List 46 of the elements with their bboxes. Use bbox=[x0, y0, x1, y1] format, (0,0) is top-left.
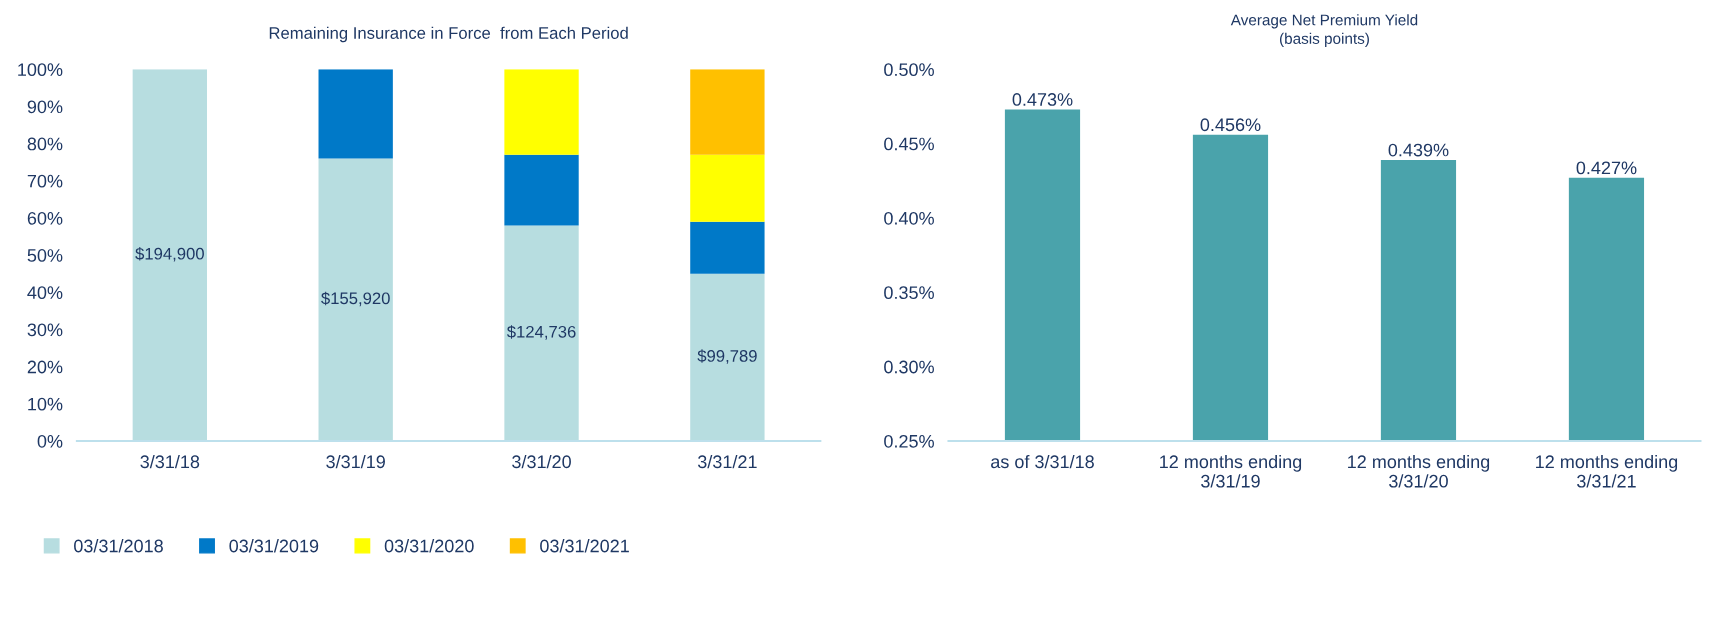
x-tick-label: 3/31/20 bbox=[512, 454, 571, 469]
data-label: 0.473% bbox=[1012, 93, 1073, 106]
y-tick-label: 10% bbox=[28, 397, 63, 411]
bar bbox=[690, 69, 765, 155]
y-tick-label: 30% bbox=[27, 323, 63, 337]
legend-label: 03/31/2020 bbox=[384, 539, 474, 553]
y-tick-label: 0% bbox=[37, 434, 63, 448]
y-tick-label: 0.25% bbox=[884, 434, 934, 448]
y-tick-label: 0.35% bbox=[884, 286, 934, 300]
bar bbox=[504, 69, 579, 155]
x-tick-label: 3/31/18 bbox=[140, 454, 200, 469]
y-tick-label: 0.30% bbox=[884, 360, 934, 374]
bar bbox=[690, 221, 765, 274]
x-tick-label: 3/31/19 bbox=[326, 454, 385, 469]
annotation: $99,789 bbox=[697, 349, 757, 364]
annotation: $194,900 bbox=[135, 247, 204, 262]
chart-title: Average Net Premium Yield bbox=[1230, 14, 1418, 29]
chart-subtitle: (basis points) bbox=[1280, 32, 1369, 47]
legend-label: 03/31/2018 bbox=[74, 539, 163, 553]
x-tick-label: 12 months ending 3/31/20 bbox=[1348, 454, 1490, 488]
annotation: $155,920 bbox=[321, 291, 390, 307]
annotation: $124,736 bbox=[506, 325, 576, 340]
y-tick-label: 70% bbox=[27, 174, 63, 188]
x-tick-label: 12 months ending 3/31/19 bbox=[1160, 454, 1302, 488]
chart-title: Remaining Insurance in Force from Each Period bbox=[269, 26, 628, 43]
data-label: 0.456% bbox=[1200, 118, 1261, 132]
legend-label: 03/31/2021 bbox=[540, 539, 629, 553]
y-tick-label: 40% bbox=[27, 286, 63, 300]
y-tick-label: 100% bbox=[18, 63, 63, 77]
y-tick-label: 60% bbox=[27, 211, 63, 225]
x-tick-label: 12 months ending 3/31/21 bbox=[1536, 454, 1678, 488]
x-tick-label: 3/31/21 bbox=[697, 454, 757, 469]
y-tick-label: 90% bbox=[27, 100, 63, 114]
bar bbox=[504, 154, 579, 226]
data-label: 0.439% bbox=[1388, 143, 1449, 157]
legend-label: 03/31/2019 bbox=[229, 539, 319, 553]
data-label: 0.427% bbox=[1576, 161, 1637, 175]
bar bbox=[318, 69, 393, 159]
y-tick-label: 20% bbox=[27, 360, 63, 374]
y-tick-label: 0.50% bbox=[884, 63, 934, 77]
y-tick-label: 50% bbox=[27, 249, 63, 262]
y-tick-label: 80% bbox=[27, 137, 63, 151]
bar bbox=[690, 154, 765, 222]
y-tick-label: 0.45% bbox=[884, 137, 934, 151]
x-tick-label: as of 3/31/18 bbox=[991, 454, 1094, 469]
y-tick-label: 0.40% bbox=[884, 211, 934, 225]
